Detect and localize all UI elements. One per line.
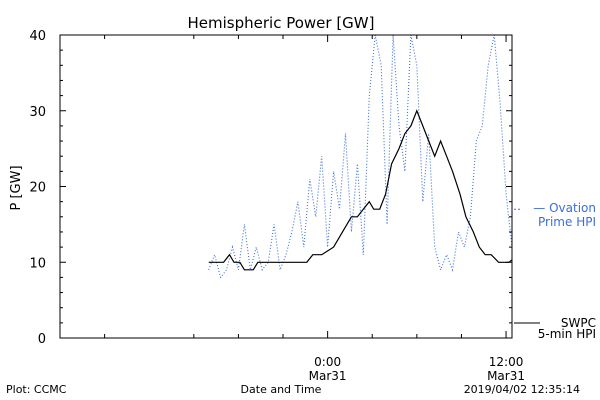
x-tick-label-date: Mar31 (309, 369, 347, 383)
legend-label-ovation: — Ovation (533, 201, 596, 215)
x-axis-label: Date and Time (240, 383, 322, 396)
chart-title: Hemispheric Power [GW] (188, 14, 375, 32)
y-tick-label: 40 (29, 29, 46, 44)
plot-timestamp: 2019/04/02 12:35:14 (463, 383, 580, 396)
legend-label-ovation: Prime HPI (538, 215, 596, 229)
plot-credit: Plot: CCMC (6, 383, 67, 396)
x-tick-label-time: 12:00 (489, 355, 524, 369)
x-tick-label-date: Mar31 (487, 369, 525, 383)
y-tick-label: 0 (38, 332, 46, 347)
legend-label-swpc: SWPC (561, 316, 596, 330)
plot-frame (59, 34, 513, 339)
y-tick-label: 30 (29, 105, 46, 120)
series-line-swpc-5-min-hpi (208, 109, 512, 271)
legend-label-swpc: 5-min HPI (538, 327, 596, 341)
series-line-ovation-prime-hpi (208, 34, 512, 279)
y-tick-label: 20 (29, 181, 46, 196)
y-tick-label: 10 (29, 256, 46, 271)
y-axis-label: P [GW] (9, 165, 24, 210)
x-tick-label-time: 0:00 (314, 355, 341, 369)
